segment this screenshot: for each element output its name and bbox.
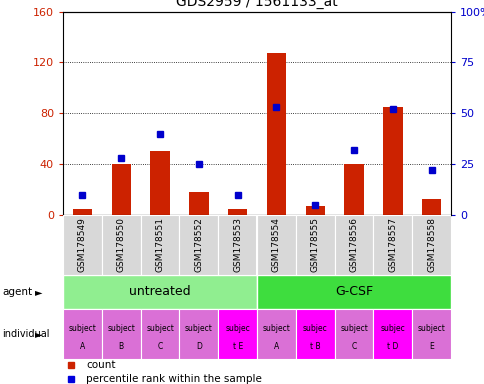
Text: t E: t E [232, 342, 242, 351]
Bar [179, 309, 218, 359]
Bar [179, 215, 218, 275]
Bar [305, 206, 324, 215]
Bar [73, 209, 92, 215]
Text: GSM178557: GSM178557 [388, 217, 396, 272]
Bar [257, 275, 450, 309]
Bar [102, 215, 140, 275]
Bar [411, 309, 450, 359]
Text: GSM178549: GSM178549 [78, 217, 87, 272]
Bar [140, 215, 179, 275]
Bar [111, 164, 131, 215]
Bar [334, 215, 373, 275]
Bar [150, 151, 169, 215]
Bar [227, 209, 247, 215]
Bar [295, 309, 334, 359]
Text: A: A [80, 342, 85, 351]
Bar [63, 275, 257, 309]
Bar [189, 192, 208, 215]
Text: ►: ► [35, 287, 43, 297]
Text: GSM178558: GSM178558 [426, 217, 435, 272]
Text: C: C [157, 342, 162, 351]
Text: GSM178550: GSM178550 [117, 217, 125, 272]
Text: C: C [351, 342, 356, 351]
Text: A: A [273, 342, 278, 351]
Text: GSM178553: GSM178553 [233, 217, 242, 272]
Bar [257, 215, 295, 275]
Text: untreated: untreated [129, 285, 191, 298]
Text: agent: agent [2, 287, 32, 297]
Bar [63, 215, 102, 275]
Bar [266, 53, 286, 215]
Bar [257, 309, 295, 359]
Text: ►: ► [35, 329, 43, 339]
Text: subject: subject [184, 324, 212, 333]
Text: count: count [86, 360, 116, 370]
Bar [411, 215, 450, 275]
Text: subject: subject [107, 324, 135, 333]
Bar [421, 199, 440, 215]
Text: t B: t B [309, 342, 320, 351]
Bar [63, 309, 102, 359]
Bar [102, 309, 140, 359]
Bar [140, 309, 179, 359]
Text: t D: t D [386, 342, 398, 351]
Text: percentile rank within the sample: percentile rank within the sample [86, 374, 262, 384]
Text: GSM178551: GSM178551 [155, 217, 164, 272]
Bar [295, 215, 334, 275]
Text: subject: subject [68, 324, 96, 333]
Text: E: E [428, 342, 433, 351]
Text: GSM178552: GSM178552 [194, 217, 203, 272]
Bar [218, 309, 257, 359]
Bar [373, 215, 411, 275]
Bar [334, 309, 373, 359]
Text: subject: subject [262, 324, 290, 333]
Bar [373, 309, 411, 359]
Text: B: B [119, 342, 123, 351]
Bar [344, 164, 363, 215]
Text: G-CSF: G-CSF [334, 285, 372, 298]
Text: subject: subject [146, 324, 174, 333]
Text: GSM178554: GSM178554 [272, 217, 280, 272]
Text: individual: individual [2, 329, 50, 339]
Text: subjec: subjec [225, 324, 250, 333]
Text: subjec: subjec [302, 324, 327, 333]
Text: subject: subject [417, 324, 445, 333]
Text: GSM178556: GSM178556 [349, 217, 358, 272]
Title: GDS2959 / 1561133_at: GDS2959 / 1561133_at [176, 0, 337, 9]
Text: subject: subject [339, 324, 367, 333]
Bar [382, 107, 402, 215]
Bar [218, 215, 257, 275]
Text: D: D [196, 342, 201, 351]
Text: GSM178555: GSM178555 [310, 217, 319, 272]
Text: subjec: subjec [379, 324, 405, 333]
